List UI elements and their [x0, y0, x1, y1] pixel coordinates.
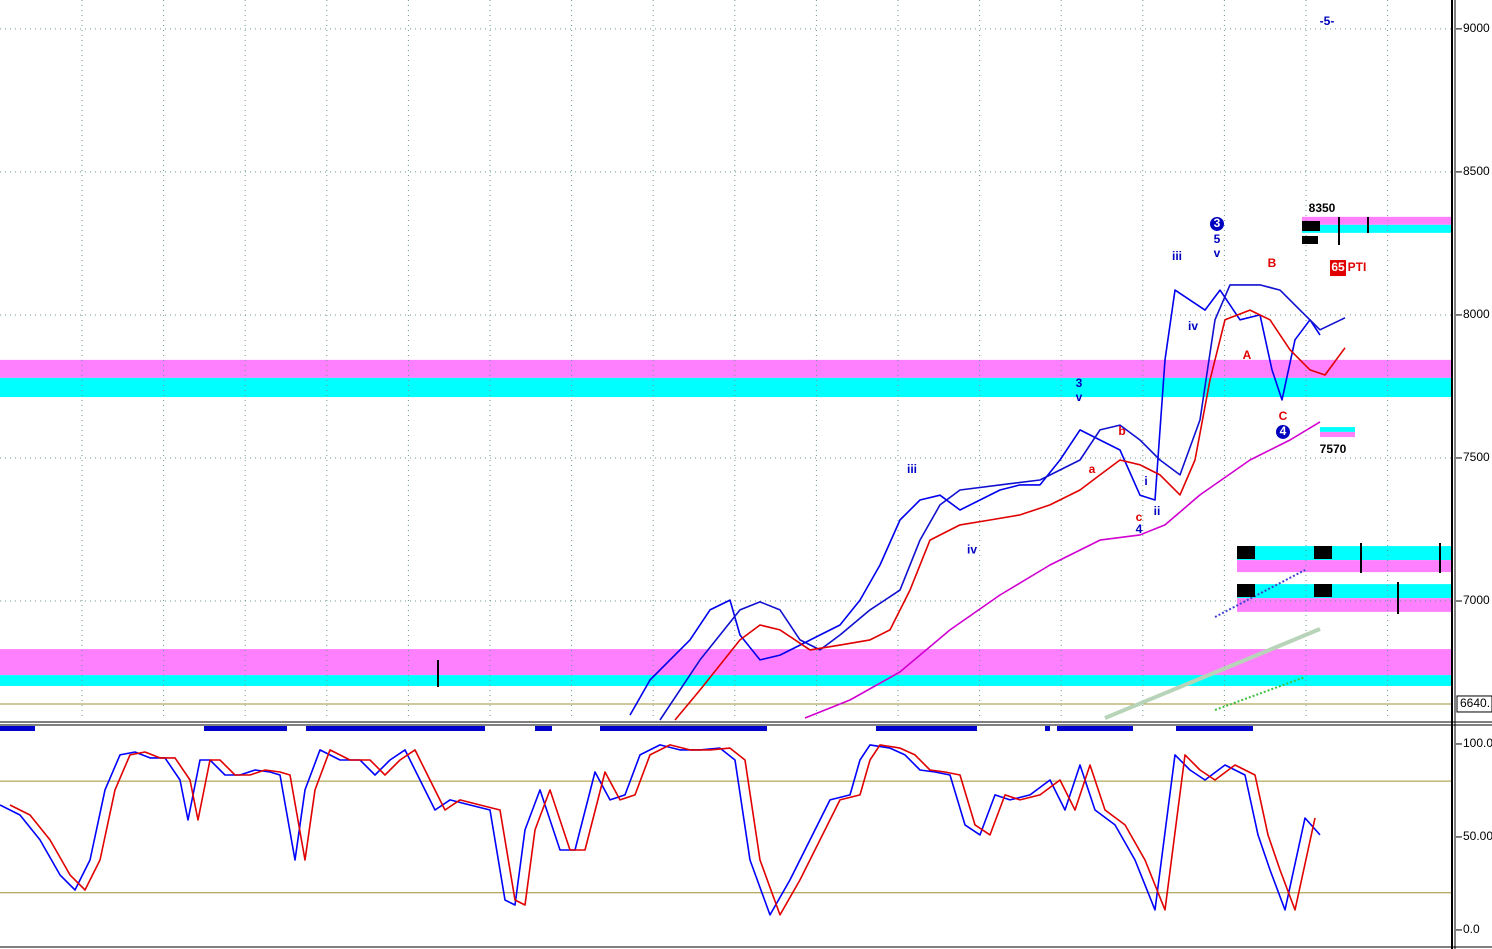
annotation: v — [1076, 390, 1083, 404]
wave-circle — [1276, 424, 1290, 439]
price-zone — [1302, 216, 1452, 225]
zone-marker — [1314, 546, 1332, 559]
zone-markers — [437, 217, 1441, 687]
annotation: 8350 — [1309, 201, 1336, 215]
y-tick-label: 7000 — [1463, 593, 1490, 607]
zone-marker — [1302, 221, 1320, 231]
y-tick-label: 50.00 — [1463, 829, 1492, 843]
price-zone — [0, 649, 1452, 676]
period-bars — [0, 726, 1253, 731]
label-box — [1330, 260, 1346, 277]
annotation: ii — [1154, 504, 1161, 518]
y-tick-label: 9000 — [1463, 21, 1490, 35]
price-zone — [1320, 431, 1355, 438]
period-bar — [535, 726, 552, 731]
series-line — [804, 421, 1321, 719]
zone-marker — [1302, 236, 1318, 244]
y-tick-label: 0.0 — [1463, 922, 1480, 936]
price-zone — [1237, 560, 1452, 573]
period-bar — [600, 726, 767, 731]
zone-marker — [1360, 543, 1362, 573]
annotation: 3 — [1076, 376, 1083, 390]
annotation: 3 — [1214, 216, 1221, 230]
price-zone — [1237, 546, 1452, 561]
price-marker-label: 6640. — [1460, 696, 1490, 710]
trend-line — [1214, 569, 1306, 618]
period-bar — [1045, 726, 1050, 731]
zone-marker — [1338, 217, 1340, 245]
y-axis: 7000 7500 8000 8500 9000 6640. 100.0 50.00 0.0 — [1456, 21, 1492, 936]
series-line — [659, 284, 1346, 721]
grid — [0, 0, 1452, 894]
period-bar — [1176, 726, 1253, 731]
trend-line — [1104, 627, 1321, 720]
period-bar — [1057, 726, 1133, 731]
y-tick-label: 7500 — [1463, 450, 1490, 464]
price-zone — [1237, 598, 1452, 612]
annotation: PTI — [1348, 260, 1367, 274]
annotation: iii — [1172, 249, 1182, 263]
annotation: -5- — [1320, 14, 1335, 28]
annotation: C — [1279, 409, 1288, 423]
annotation: iv — [967, 542, 977, 556]
price-zone — [0, 359, 1452, 378]
annotation: c — [1136, 510, 1143, 524]
zone-marker — [1314, 584, 1332, 597]
zone-marker — [1367, 217, 1369, 233]
annotation: 65 — [1331, 260, 1345, 274]
price-zone — [0, 377, 1452, 398]
series — [0, 284, 1346, 916]
y-tick-label: 100.0 — [1463, 736, 1492, 750]
price-zone — [0, 675, 1452, 686]
annotation: 5 — [1214, 232, 1221, 246]
zone-marker — [1439, 543, 1441, 573]
series-line — [9, 744, 1316, 916]
zone-marker — [1237, 546, 1255, 559]
y-tick-label: 8000 — [1463, 307, 1490, 321]
price-zone — [1320, 427, 1355, 432]
annotation: A — [1243, 348, 1252, 362]
series-line — [629, 289, 1321, 716]
price-marker — [1456, 695, 1492, 713]
series-line — [674, 309, 1346, 721]
annotation: B — [1268, 256, 1277, 270]
zone-marker — [437, 660, 439, 687]
annotation: i — [1144, 474, 1147, 488]
annotation: 4 — [1280, 424, 1287, 438]
annotation: iii — [907, 462, 917, 476]
annotation: b — [1118, 424, 1125, 438]
period-bar — [876, 726, 977, 731]
y-tick-label: 8500 — [1463, 164, 1490, 178]
zone-marker — [1237, 584, 1255, 597]
annotation: 4 — [1136, 522, 1143, 536]
annotation: a — [1089, 462, 1096, 476]
period-bar — [306, 726, 485, 731]
period-bar — [0, 726, 35, 731]
annotation: iv — [1188, 319, 1198, 333]
period-bar — [204, 726, 287, 731]
price-zone — [1302, 224, 1452, 233]
annotation: v — [1214, 246, 1221, 260]
annotation: 7570 — [1320, 442, 1347, 456]
price-zone — [1237, 584, 1452, 599]
wave-circle — [1210, 216, 1224, 231]
zone-marker — [1397, 582, 1399, 614]
